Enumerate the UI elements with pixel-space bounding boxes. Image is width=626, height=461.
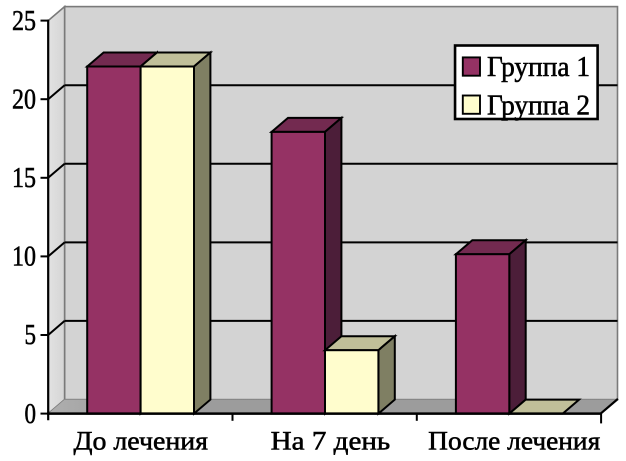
svg-text:После лечения: После лечения: [428, 427, 600, 456]
svg-text:5: 5: [25, 320, 37, 351]
svg-text:На 7 день: На 7 день: [271, 427, 391, 456]
svg-text:25: 25: [12, 6, 36, 37]
svg-text:10: 10: [12, 242, 36, 273]
svg-text:0: 0: [25, 399, 37, 430]
svg-text:20: 20: [12, 84, 36, 115]
svg-text:До лечения: До лечения: [74, 427, 209, 456]
svg-text:Группа 2: Группа 2: [487, 90, 590, 121]
svg-text:15: 15: [12, 163, 36, 194]
svg-text:Группа 1: Группа 1: [487, 52, 590, 83]
